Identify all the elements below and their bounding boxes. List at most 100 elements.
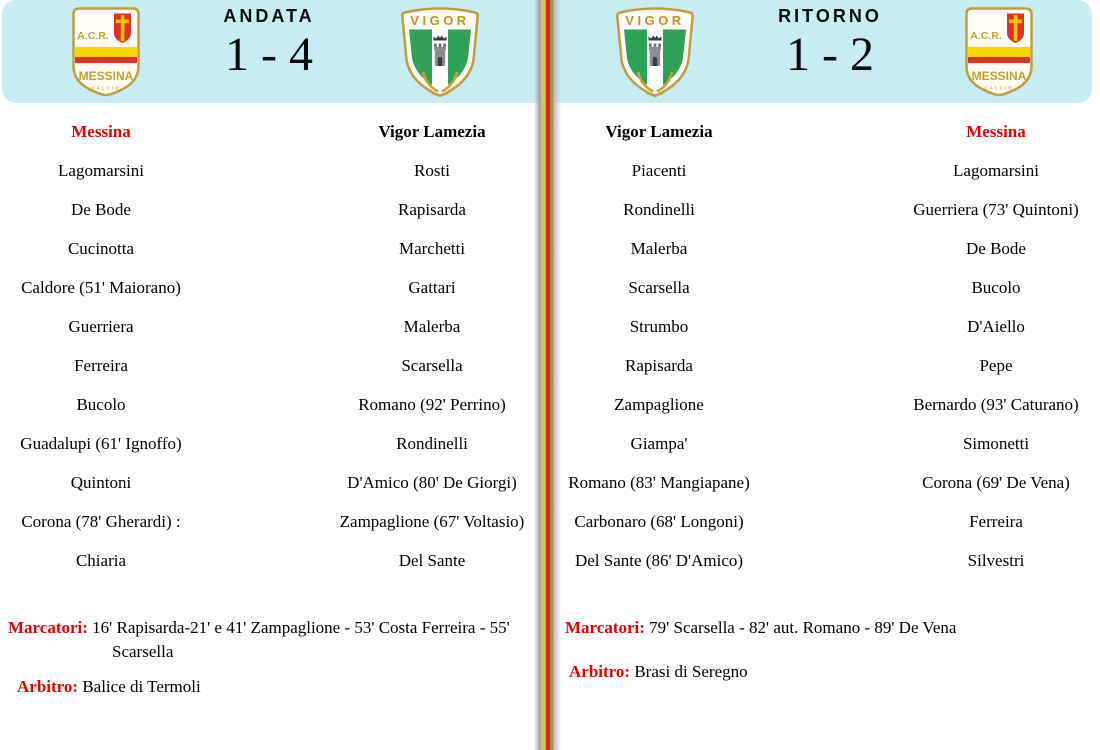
player-row: Lagomarsini [58,160,144,180]
arbitro-label: Arbitro: [17,677,79,696]
player-list: Rosti Rapisarda Marchetti Gattari Malerba Sca… [312,151,552,580]
player-row: Corona (78' Gherardi) : [21,511,181,531]
player-row: Chiaria [75,550,127,570]
player-row: Bernardo (93' Caturano) [913,394,1079,414]
player-row: Piacenti [631,160,687,180]
player-row: Zampaglione (67' Voltasio) [339,511,525,531]
player-row: De Bode [71,199,131,219]
player-row: Carbonaro (68' Longoni) [574,511,744,531]
marcatori-line: Marcatori: 79' Scarsella - 82' aut. Roma… [565,616,1093,640]
tower-ledge [434,47,446,50]
marcatori-label: Marcatori: [565,618,645,637]
yellow-stripe [75,47,137,57]
player-row: Scarsella [628,277,690,297]
lineup-column-vigor-ritorno: Vigor Lamezia Piacenti Rondinelli Malerba S… [549,112,769,580]
tower-door [652,56,658,66]
ritorno-header: VIGOR RITORNO 1 - 2 A.C.R. MESSINA C [560,0,1100,103]
vigor-badge: VIGOR [616,7,694,98]
tower-merlon [653,43,657,48]
lineup-column-messina-andata: Messina Lagomarsini De Bode Cucinotta Caldo… [0,112,202,580]
center-divider-stripe [534,0,561,750]
laurel-left-icon [421,71,439,93]
team-name: Messina [966,121,1026,141]
arbitro-label: Arbitro: [569,662,631,681]
team-name: Vigor Lamezia [378,121,486,141]
player-row: Pepe [979,355,1013,375]
laurel-right-icon [441,71,459,93]
cross-vertical [120,15,125,41]
player-row: Lagomarsini [953,160,1039,180]
tower-merlon [438,43,442,48]
tower-door [437,56,443,66]
tower-merlon [658,43,661,48]
badge-acr-text: A.C.R. [77,30,109,42]
leg-label: RITORNO [778,6,882,26]
arbitro-line: Arbitro: Brasi di Seregno [565,662,1093,682]
ritorno-footer: Marcatori: 79' Scarsella - 82' aut. Roma… [565,616,1093,682]
player-row: Malerba [403,316,461,336]
andata-score-block: ANDATA 1 - 4 [223,6,314,81]
marcatori-text: 79' Scarsella - 82' aut. Romano - 89' De… [649,618,957,637]
player-row: Giampa' [630,433,688,453]
badge-acr-text: A.C.R. [970,30,1002,42]
badge-team-text: MESSINA [972,69,1027,83]
marcatori-text: 16' Rapisarda-21' e 41' Zampaglione - 53… [92,618,510,661]
player-row: Rapisarda [398,199,466,219]
ritorno-score-block: RITORNO 1 - 2 [778,6,882,81]
team-name: Messina [71,121,131,141]
badge-sub-text: CALCIO [91,86,120,91]
marcatori-label: Marcatori: [8,618,88,637]
player-row: Caldore (51' Maiorano) [21,277,181,297]
marcatori-line: Marcatori: 16' Rapisarda-21' e 41' Zampa… [8,616,553,664]
player-row: Ferreira [969,511,1023,531]
tower-merlon [443,43,446,48]
player-row: Del Sante [398,550,466,570]
player-list: Lagomarsini De Bode Cucinotta Caldore (51' … [0,151,202,580]
crown-icon [433,35,447,41]
messina-badge: A.C.R. MESSINA CALCIO [72,7,140,97]
player-row: Del Sante (86' D'Amico) [574,550,744,570]
tower-merlon [434,43,437,48]
player-row: Bucolo [76,394,126,414]
player-row: Gattari [408,277,456,297]
player-row: Romano (83' Mangiapane) [568,472,750,492]
badge-sub-text: CALCIO [984,86,1013,91]
player-row: Romano (92' Perrino) [358,394,506,414]
arbitro-line: Arbitro: Balice di Termoli [8,677,553,697]
laurel-right-icon [656,71,674,93]
player-row: Corona (69' De Vena) [922,472,1070,492]
player-row: Quintoni [70,472,132,492]
player-row: Guerriera (73' Quintoni) [913,199,1079,219]
team-name: Vigor Lamezia [605,121,713,141]
vigor-badge: VIGOR [401,7,479,98]
player-row: Marchetti [398,238,466,258]
laurel-base-icon [646,92,664,96]
score: 1 - 4 [225,28,313,81]
messina-badge: A.C.R. MESSINA CALCIO [965,7,1033,97]
badge-team-text: VIGOR [625,13,684,28]
player-row: Bucolo [971,277,1021,297]
player-list: Piacenti Rondinelli Malerba Scarsella Strumb… [549,151,769,580]
player-row: Rapisarda [625,355,693,375]
badge-team-text: MESSINA [79,69,134,83]
crown-icon [648,35,662,41]
tower-ledge [649,47,661,50]
badge-team-text: VIGOR [410,13,469,28]
player-row: Rondinelli [396,433,468,453]
arbitro-text: Balice di Termoli [82,677,201,696]
player-row: D'Aiello [967,316,1025,336]
player-row: Malerba [630,238,688,258]
andata-footer: Marcatori: 16' Rapisarda-21' e 41' Zampa… [8,616,553,697]
player-row: Guerriera [68,316,134,336]
player-list: Lagomarsini Guerriera (73' Quintoni) De Bo… [876,151,1100,580]
arbitro-text: Brasi di Seregno [634,662,748,681]
player-row: De Bode [966,238,1026,258]
lineup-column-vigor-andata: Vigor Lamezia Rosti Rapisarda Marchetti Gat… [312,112,552,580]
red-stripe [75,57,137,63]
player-row: Zampaglione [614,394,704,414]
player-row: Rosti [414,160,450,180]
red-stripe [968,57,1030,63]
player-row: Silvestri [967,550,1025,570]
andata-header: A.C.R. MESSINA CALCIO ANDATA 1 - 4 VIGOR [2,0,536,103]
player-row: Strumbo [629,316,689,336]
